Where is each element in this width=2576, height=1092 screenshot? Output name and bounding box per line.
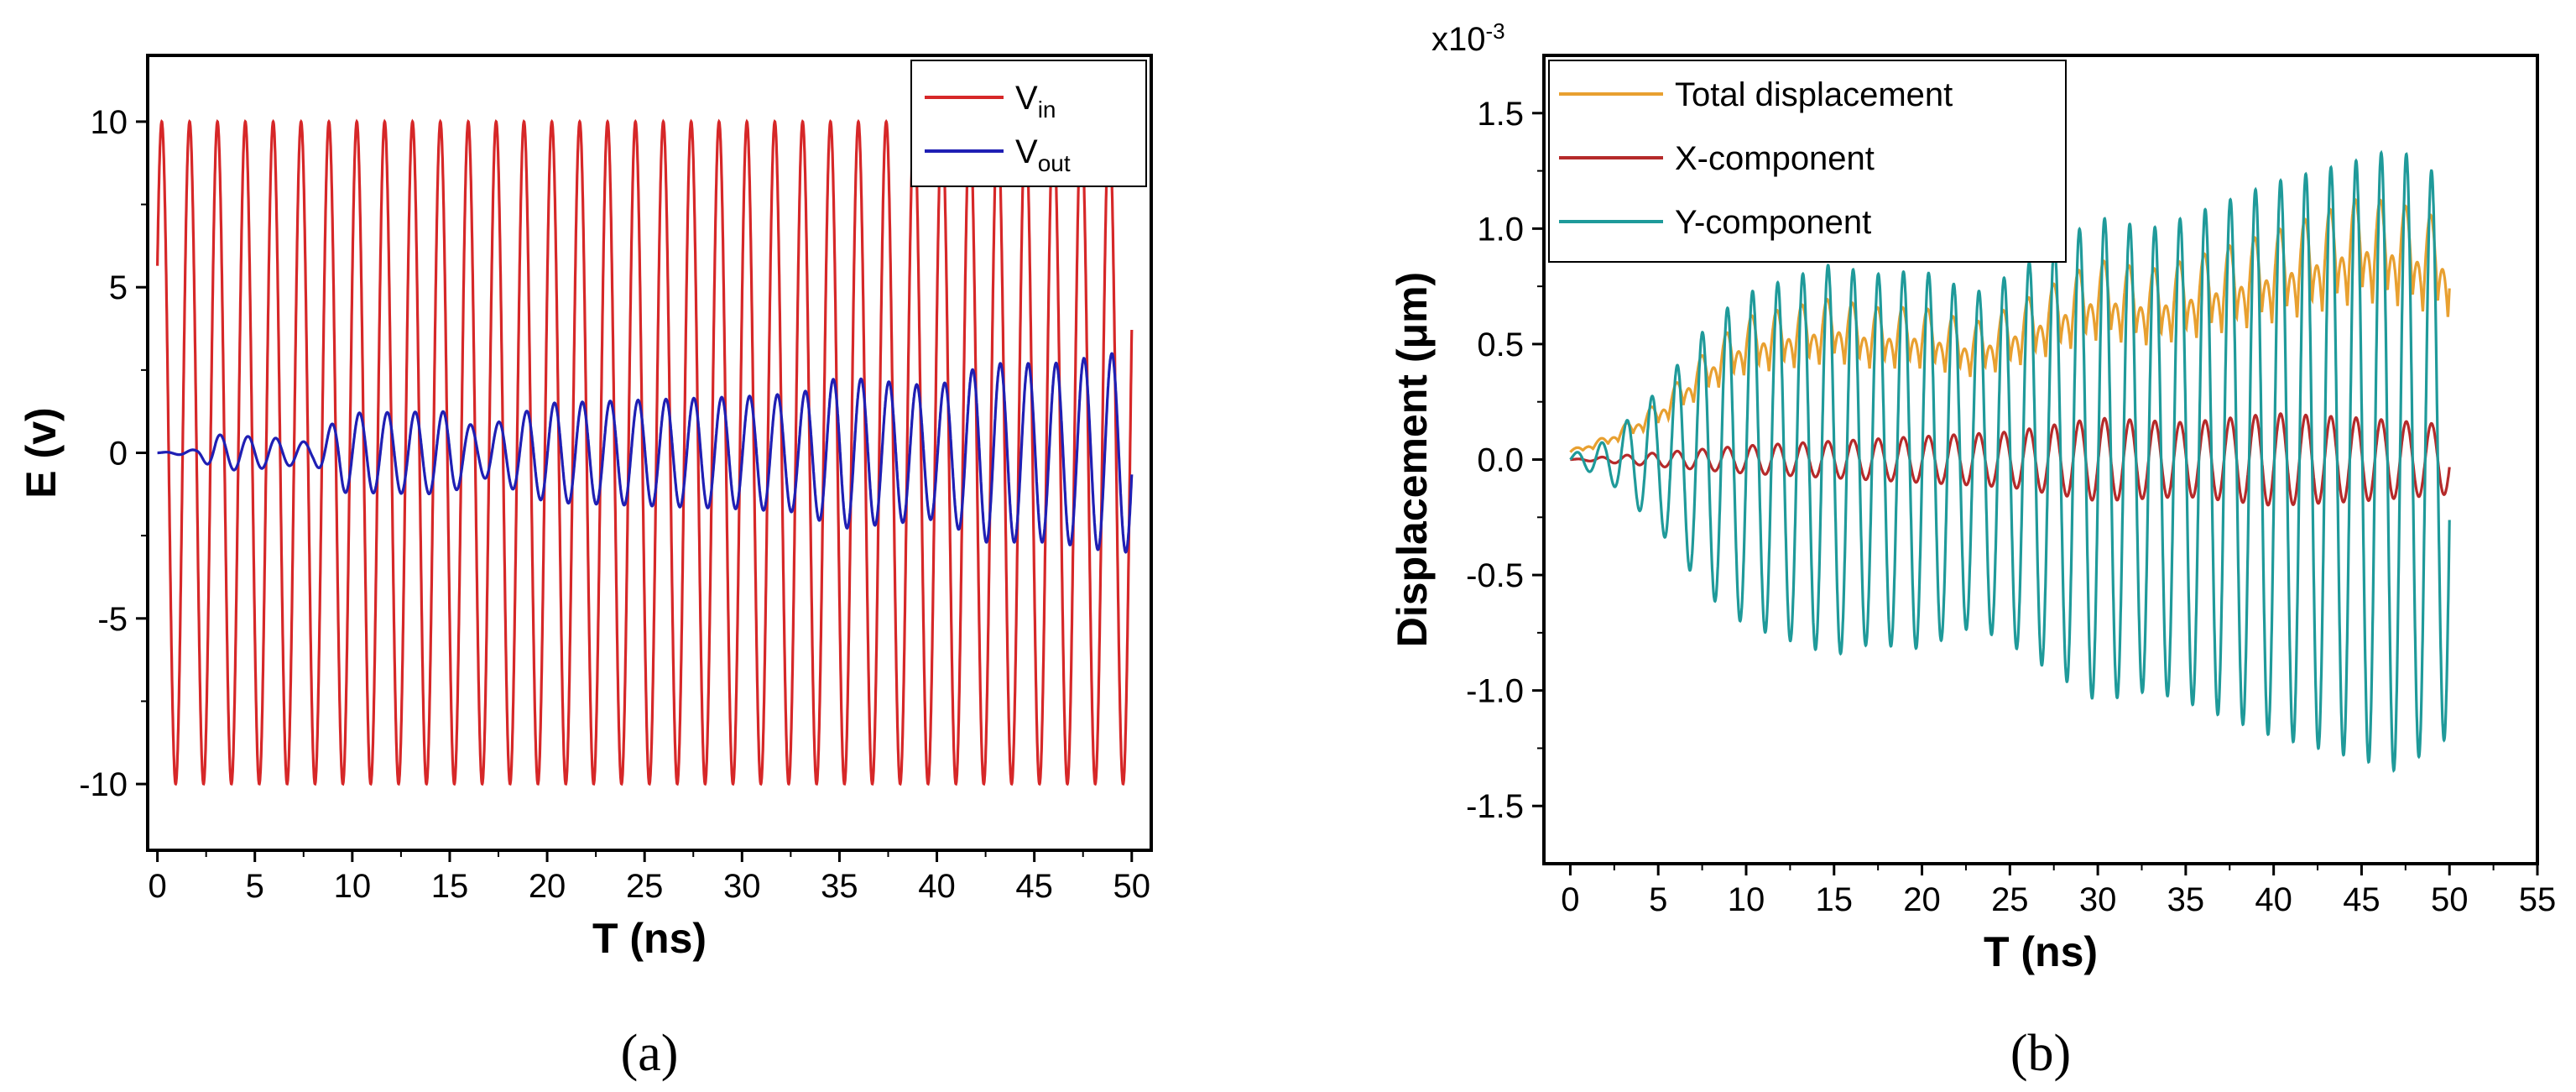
x-tick-label: 0 (148, 868, 166, 905)
legend-label-vout: Vout (1015, 133, 1071, 176)
legend-label-vin-sub: in (1038, 97, 1056, 123)
panel-a-x-axis-title: T (ns) (592, 915, 707, 962)
x-tick-label: 20 (1903, 881, 1941, 918)
y-tick-label: 5 (109, 269, 128, 306)
y-tick-label: -1.0 (1466, 673, 1524, 710)
x-tick-label: 15 (1816, 881, 1854, 918)
panel-a-label-text: (a) (621, 1025, 679, 1082)
x-tick-label: 25 (626, 868, 664, 905)
y-tick-label: 10 (91, 104, 128, 141)
panel-a-y-axis-title: E (v) (18, 407, 65, 498)
panel-b-label: (b) (2010, 1025, 2071, 1082)
panel-a-label: (a) (621, 1025, 679, 1082)
x-tick-label: 45 (1015, 868, 1053, 905)
y-tick-label: 0.5 (1477, 327, 1524, 363)
panel-a-legend-box (910, 60, 1147, 187)
panel-b-label-text: (b) (2010, 1025, 2071, 1082)
legend-label-vout-sub: out (1038, 150, 1071, 176)
legend-label-x: X-component (1675, 140, 1875, 177)
y-tick-label: 0 (109, 436, 128, 473)
x-tick-label: 50 (1113, 868, 1151, 905)
panel-a: 0 5 10 15 20 25 30 35 40 45 50 -10 -5 0 5 10 T (ns) E (… (18, 54, 1153, 1082)
x-tick-label: 10 (1728, 881, 1765, 918)
legend-label-vin-base: V (1015, 80, 1038, 117)
panel-b-ticks: 0 5 10 15 20 25 30 35 40 45 50 55 -1.5 -1.0 -0.5 0.0 0.5… (1466, 96, 2556, 918)
legend-label-y: Y-component (1675, 204, 1871, 241)
panel-b-x-axis-title: T (ns) (1984, 928, 2098, 975)
series-line-y-component (1569, 149, 2451, 773)
x-tick-label: 40 (918, 868, 956, 905)
panel-a-series (156, 118, 1134, 786)
panel-b-y-multiplier: x10-3 (1431, 18, 1505, 58)
legend-label-total: Total displacement (1675, 76, 1953, 113)
legend-label-vout-base: V (1015, 133, 1038, 170)
legend-label-vin: Vin (1015, 80, 1056, 123)
series-line-v-out (157, 352, 1134, 554)
x-tick-label: 40 (2255, 881, 2292, 918)
y-tick-label: -10 (79, 766, 128, 803)
x-tick-label: 50 (2431, 881, 2469, 918)
y-multiplier-exponent: -3 (1486, 18, 1505, 44)
x-tick-label: 15 (431, 868, 469, 905)
panel-b-series (1569, 149, 2451, 773)
x-tick-label: 0 (1561, 881, 1579, 918)
panel-b: 0 5 10 15 20 25 30 35 40 45 50 55 -1.5 -1.0 -0.5 0.0 0.5… (1389, 18, 2556, 1082)
y-multiplier-base: x10 (1431, 21, 1486, 58)
x-tick-label: 20 (529, 868, 566, 905)
x-tick-label: 10 (334, 868, 372, 905)
panel-a-legend: Vin Vout (910, 60, 1147, 187)
x-tick-label: 30 (723, 868, 761, 905)
y-tick-label: 1.5 (1477, 96, 1524, 133)
x-tick-label: 45 (2343, 881, 2380, 918)
x-tick-label: 55 (2519, 881, 2557, 918)
x-tick-label: 35 (821, 868, 858, 905)
y-tick-label: 1.0 (1477, 211, 1524, 248)
y-tick-label: -5 (97, 601, 128, 638)
panel-a-ticks: 0 5 10 15 20 25 30 35 40 45 50 -10 -5 0 5 10 (79, 104, 1150, 905)
y-tick-label: 0.0 (1477, 442, 1524, 479)
x-tick-label: 35 (2167, 881, 2205, 918)
y-tick-label: -0.5 (1466, 557, 1524, 594)
y-tick-label: -1.5 (1466, 788, 1524, 825)
panel-b-legend: Total displacement X-component Y-compone… (1548, 60, 2067, 263)
x-tick-label: 5 (246, 868, 264, 905)
x-tick-label: 5 (1649, 881, 1667, 918)
panel-b-y-axis-title: Displacement (μm) (1389, 272, 1436, 647)
x-tick-label: 25 (1991, 881, 2029, 918)
x-tick-label: 30 (2079, 881, 2117, 918)
